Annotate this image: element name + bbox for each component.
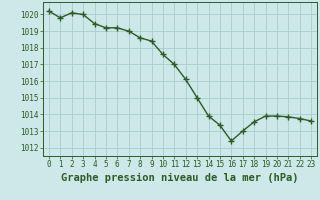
X-axis label: Graphe pression niveau de la mer (hPa): Graphe pression niveau de la mer (hPa) <box>61 173 299 183</box>
